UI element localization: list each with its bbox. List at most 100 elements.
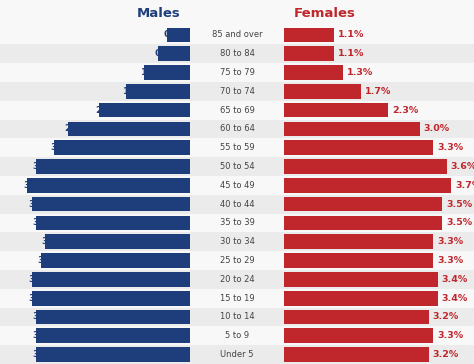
Bar [36,310,190,324]
Text: 10 to 14: 10 to 14 [219,312,255,321]
Bar [190,327,284,345]
Bar [284,138,474,157]
Text: 80 to 84: 80 to 84 [219,49,255,58]
Text: 1.1%: 1.1% [337,49,364,58]
Bar [0,119,190,138]
Text: 30 to 34: 30 to 34 [219,237,255,246]
Bar [127,84,190,99]
Bar [284,251,474,270]
Bar [0,63,190,82]
Text: 1.4%: 1.4% [123,87,149,96]
Bar [0,345,190,364]
Text: 0.5%: 0.5% [164,30,190,39]
Bar [284,327,474,345]
Text: 85 and over: 85 and over [212,30,262,39]
Text: 20 to 24: 20 to 24 [219,275,255,284]
Text: 25 to 29: 25 to 29 [219,256,255,265]
Bar [190,157,284,176]
Bar [32,291,190,305]
Bar [190,25,284,44]
Bar [284,197,442,211]
Bar [0,195,190,214]
Bar [190,82,284,101]
Text: 3.5%: 3.5% [28,294,54,303]
Bar [0,176,190,195]
Bar [190,119,284,138]
Bar [0,157,190,176]
Bar [284,101,474,119]
Bar [0,232,190,251]
Bar [0,44,190,63]
Bar [190,345,284,364]
Text: 3.3%: 3.3% [437,143,463,152]
Bar [36,347,190,362]
Bar [100,103,190,118]
Bar [68,122,190,136]
Bar [0,327,190,345]
Bar [190,138,284,157]
Bar [190,270,284,289]
Bar [190,251,284,270]
Bar [284,270,474,289]
Text: 1.0%: 1.0% [141,68,167,77]
Bar [284,178,451,193]
Bar [167,28,190,42]
Text: 35 to 39: 35 to 39 [219,218,255,228]
Text: 2.3%: 2.3% [392,106,418,115]
Text: 3.4%: 3.4% [33,350,59,359]
Bar [0,289,190,308]
Bar [284,310,429,324]
Bar [284,289,474,308]
Bar [284,63,474,82]
Bar [284,328,433,343]
Bar [45,234,190,249]
Bar [284,103,388,118]
Text: 3.5%: 3.5% [28,275,54,284]
Text: 3.3%: 3.3% [437,237,463,246]
Bar [284,232,474,251]
Bar [284,291,438,305]
Text: Under 5: Under 5 [220,350,254,359]
Bar [145,65,190,80]
Bar [27,178,190,193]
Bar [284,122,420,136]
Bar [190,101,284,119]
Text: 40 to 44: 40 to 44 [219,199,255,209]
Bar [0,270,190,289]
Text: 1.1%: 1.1% [337,30,364,39]
Bar [284,157,474,176]
Text: 3.4%: 3.4% [441,294,468,303]
Text: 70 to 74: 70 to 74 [219,87,255,96]
Text: 1.3%: 1.3% [346,68,373,77]
Text: 75 to 79: 75 to 79 [219,68,255,77]
Bar [284,214,474,232]
Text: 3.3%: 3.3% [437,331,463,340]
Text: 2.7%: 2.7% [64,124,91,134]
Bar [190,289,284,308]
Text: 3.2%: 3.2% [42,237,68,246]
Bar [284,28,334,42]
Text: 50 to 54: 50 to 54 [219,162,255,171]
Text: 1.7%: 1.7% [365,87,391,96]
Bar [284,215,442,230]
Text: 3.7%: 3.7% [455,181,474,190]
Bar [190,214,284,232]
Text: 65 to 69: 65 to 69 [219,106,255,115]
Bar [284,345,474,364]
Bar [284,272,438,287]
Text: 45 to 49: 45 to 49 [219,181,255,190]
Bar [0,214,190,232]
Text: 3.4%: 3.4% [33,218,59,228]
Bar [41,253,190,268]
Text: 3.3%: 3.3% [437,256,463,265]
Text: 55 to 59: 55 to 59 [219,143,255,152]
Text: 3.5%: 3.5% [28,199,54,209]
Bar [0,308,190,327]
Bar [284,253,433,268]
Bar [190,44,284,63]
Bar [0,138,190,157]
Text: 60 to 64: 60 to 64 [219,124,255,134]
Bar [36,159,190,174]
Text: 3.5%: 3.5% [446,199,472,209]
Bar [190,195,284,214]
